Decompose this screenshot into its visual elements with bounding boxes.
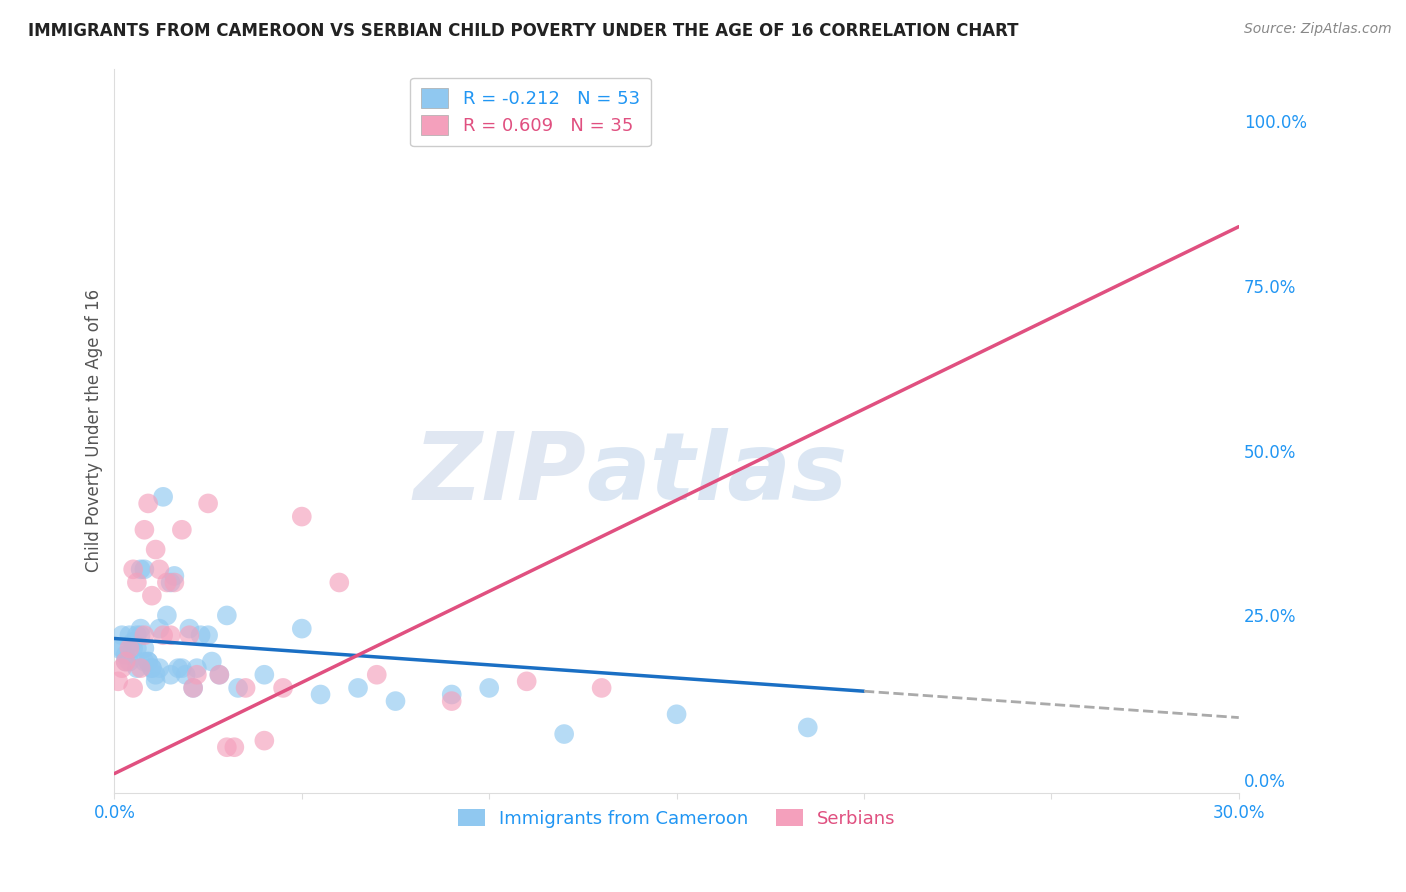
Point	[181, 681, 204, 695]
Point	[797, 721, 820, 735]
Point	[145, 667, 167, 681]
Point	[186, 661, 208, 675]
Point	[141, 661, 163, 675]
Point	[118, 641, 141, 656]
Point	[134, 641, 156, 656]
Point	[163, 569, 186, 583]
Point	[174, 667, 197, 681]
Point	[148, 562, 170, 576]
Point	[440, 688, 463, 702]
Point	[148, 661, 170, 675]
Point	[125, 628, 148, 642]
Point	[114, 648, 136, 662]
Point	[125, 575, 148, 590]
Point	[122, 562, 145, 576]
Point	[129, 622, 152, 636]
Point	[141, 589, 163, 603]
Point	[167, 661, 190, 675]
Point	[107, 674, 129, 689]
Point	[215, 608, 238, 623]
Point	[197, 628, 219, 642]
Point	[134, 562, 156, 576]
Point	[197, 496, 219, 510]
Point	[271, 681, 294, 695]
Point	[253, 733, 276, 747]
Point	[181, 681, 204, 695]
Point	[118, 655, 141, 669]
Point	[122, 681, 145, 695]
Point	[440, 694, 463, 708]
Point	[129, 562, 152, 576]
Point	[235, 681, 257, 695]
Y-axis label: Child Poverty Under the Age of 16: Child Poverty Under the Age of 16	[86, 289, 103, 573]
Point	[111, 661, 134, 675]
Point	[328, 575, 350, 590]
Point	[122, 634, 145, 648]
Point	[179, 628, 201, 642]
Point	[224, 740, 246, 755]
Point	[111, 641, 134, 656]
Point	[111, 628, 134, 642]
Point	[208, 667, 231, 681]
Point	[478, 681, 501, 695]
Text: atlas: atlas	[586, 428, 848, 520]
Point	[665, 707, 688, 722]
Point	[136, 655, 159, 669]
Text: IMMIGRANTS FROM CAMEROON VS SERBIAN CHILD POVERTY UNDER THE AGE OF 16 CORRELATIO: IMMIGRANTS FROM CAMEROON VS SERBIAN CHIL…	[28, 22, 1018, 40]
Point	[201, 655, 224, 669]
Point	[152, 490, 174, 504]
Point	[125, 661, 148, 675]
Point	[291, 622, 314, 636]
Point	[170, 661, 193, 675]
Point	[134, 628, 156, 642]
Point	[129, 661, 152, 675]
Point	[179, 622, 201, 636]
Point	[125, 641, 148, 656]
Point	[159, 667, 181, 681]
Point	[366, 667, 388, 681]
Point	[347, 681, 370, 695]
Point	[118, 628, 141, 642]
Point	[107, 641, 129, 656]
Point	[134, 523, 156, 537]
Point	[309, 688, 332, 702]
Point	[516, 674, 538, 689]
Point	[156, 575, 179, 590]
Point	[170, 523, 193, 537]
Point	[145, 542, 167, 557]
Text: ZIP: ZIP	[413, 428, 586, 520]
Point	[159, 575, 181, 590]
Point	[163, 575, 186, 590]
Point	[114, 655, 136, 669]
Point	[291, 509, 314, 524]
Point	[152, 628, 174, 642]
Legend: Immigrants from Cameroon, Serbians: Immigrants from Cameroon, Serbians	[450, 802, 903, 835]
Point	[156, 608, 179, 623]
Point	[134, 655, 156, 669]
Point	[141, 661, 163, 675]
Point	[253, 667, 276, 681]
Point	[190, 628, 212, 642]
Point	[159, 628, 181, 642]
Point	[145, 674, 167, 689]
Point	[136, 655, 159, 669]
Point	[215, 740, 238, 755]
Point	[226, 681, 249, 695]
Point	[591, 681, 613, 695]
Point	[553, 727, 575, 741]
Point	[129, 628, 152, 642]
Point	[478, 114, 501, 128]
Point	[208, 667, 231, 681]
Text: Source: ZipAtlas.com: Source: ZipAtlas.com	[1244, 22, 1392, 37]
Point	[384, 694, 406, 708]
Point	[114, 655, 136, 669]
Point	[122, 641, 145, 656]
Point	[148, 622, 170, 636]
Point	[136, 496, 159, 510]
Point	[186, 667, 208, 681]
